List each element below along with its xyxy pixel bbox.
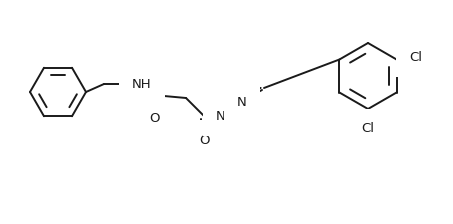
Text: O: O xyxy=(149,112,159,125)
Text: O: O xyxy=(199,134,209,146)
Text: NH: NH xyxy=(132,78,152,90)
Text: Cl: Cl xyxy=(410,51,423,64)
Text: NH: NH xyxy=(216,110,236,123)
Text: N: N xyxy=(237,95,247,108)
Text: Cl: Cl xyxy=(361,122,375,135)
